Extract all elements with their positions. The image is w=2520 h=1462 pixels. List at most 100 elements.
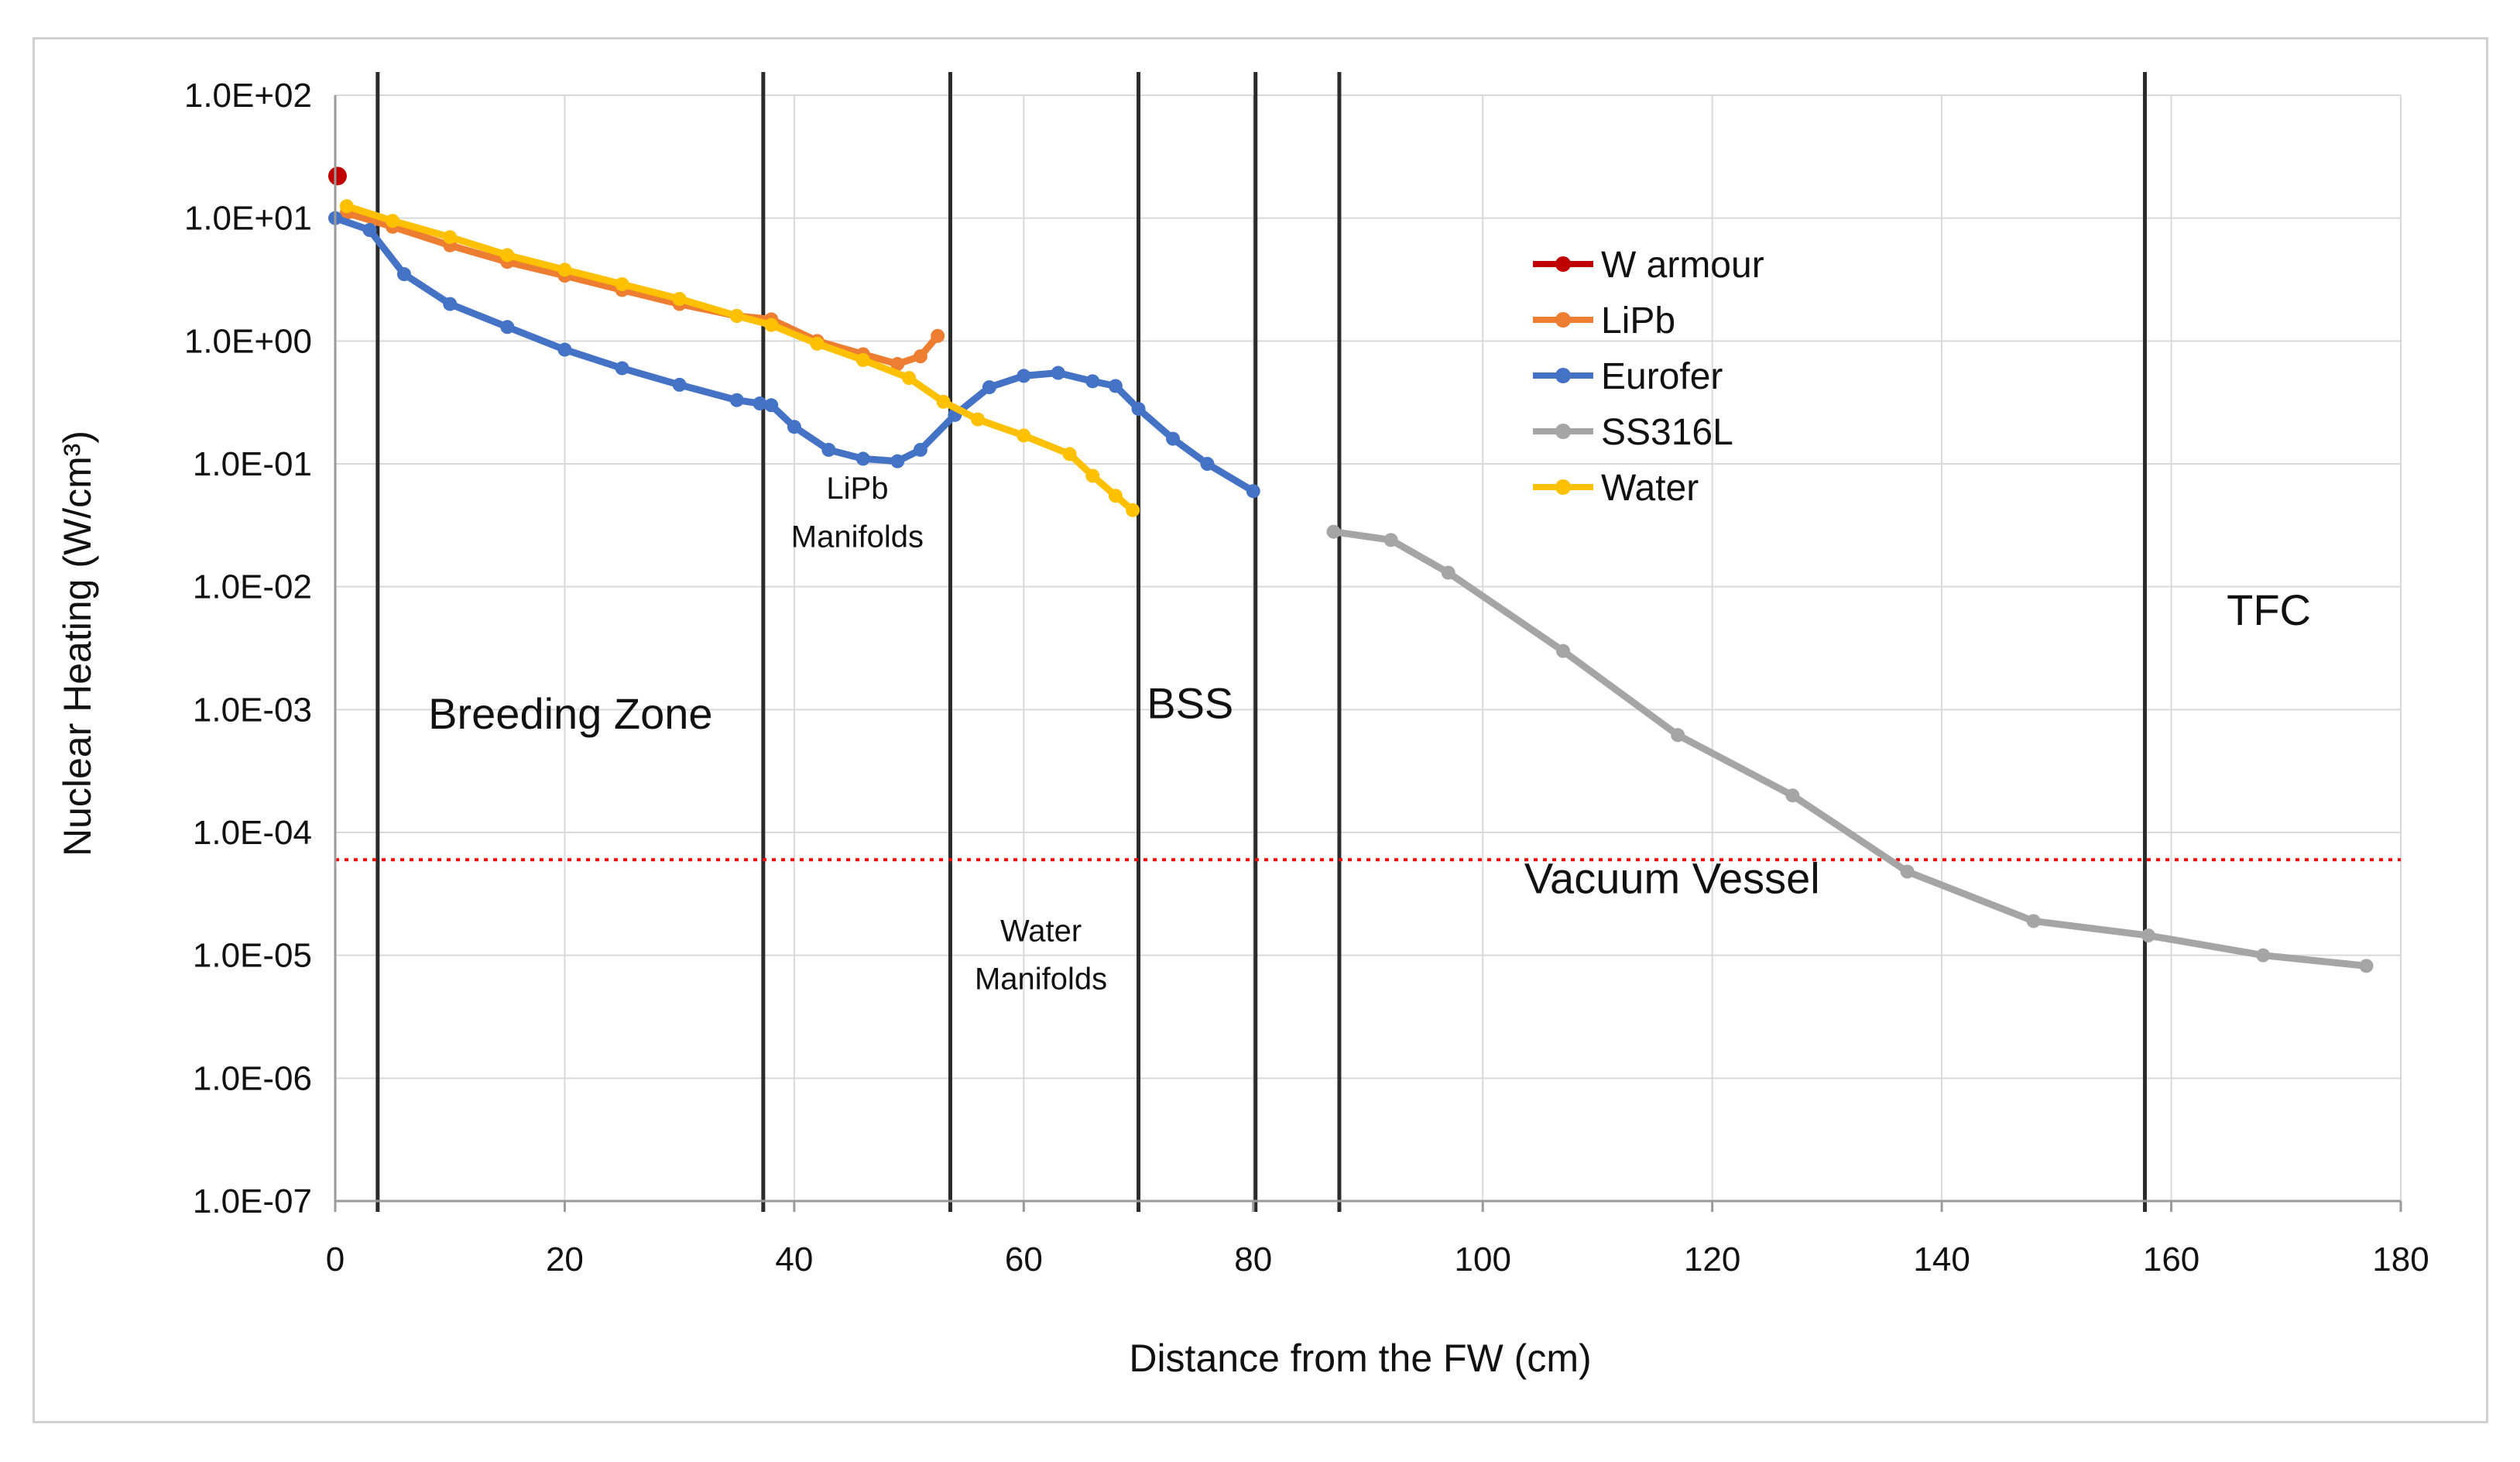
data-point-lipb bbox=[913, 349, 927, 364]
y-tick-label: 1.0E+02 bbox=[184, 77, 312, 115]
data-point-water bbox=[557, 263, 572, 277]
y-axis-title: Nuclear Heating (W/cm³) bbox=[56, 431, 99, 856]
data-point-eurofer bbox=[764, 398, 779, 413]
legend-label-ss316l: SS316L bbox=[1601, 412, 1733, 453]
region-label: LiPb bbox=[826, 472, 888, 506]
data-point-eurofer bbox=[1200, 457, 1215, 471]
data-point-water bbox=[1126, 503, 1140, 517]
data-point-eurofer bbox=[1108, 379, 1123, 393]
data-point-eurofer bbox=[1017, 369, 1031, 383]
legend-label-w-armour: W armour bbox=[1601, 245, 1764, 286]
nuclear-heating-chart: 1.0E+02 1.0E+01 1.0E+00 1.0E-01 1.0E-02 1.0E-… bbox=[56, 72, 2429, 1380]
data-point-water bbox=[936, 394, 951, 409]
y-tick-label: 1.0E-05 bbox=[193, 937, 312, 975]
data-point-eurofer bbox=[500, 320, 515, 335]
legend-label-water: Water bbox=[1601, 468, 1699, 509]
x-tick-label: 60 bbox=[1005, 1241, 1043, 1278]
legend-swatch-marker-lipb bbox=[1555, 312, 1571, 328]
data-point-lipb bbox=[931, 328, 945, 343]
data-point-water bbox=[615, 276, 629, 291]
legend-label-lipb: LiPb bbox=[1601, 300, 1675, 341]
data-point-ss316l bbox=[1555, 643, 1570, 658]
data-point-water bbox=[386, 214, 400, 228]
x-tick-label: 180 bbox=[2372, 1241, 2429, 1278]
region-label: Breeding Zone bbox=[428, 689, 712, 738]
data-point-eurofer bbox=[982, 380, 996, 395]
data-point-ss316l bbox=[1383, 533, 1398, 547]
series-w-armour bbox=[327, 166, 347, 186]
data-point-eurofer bbox=[787, 420, 801, 434]
data-point-eurofer bbox=[913, 442, 927, 457]
y-tick-label: 1.0E-02 bbox=[193, 568, 312, 606]
x-tick-label: 160 bbox=[2143, 1241, 2199, 1278]
grid bbox=[334, 94, 2402, 1202]
data-point-eurofer bbox=[396, 267, 411, 282]
data-point-eurofer bbox=[1051, 366, 1065, 380]
data-point-eurofer bbox=[362, 223, 377, 238]
region-label: BSS bbox=[1147, 679, 1233, 728]
data-point-eurofer bbox=[855, 451, 870, 466]
series-eurofer bbox=[328, 211, 1260, 499]
data-point-eurofer bbox=[557, 342, 572, 357]
y-tick-label: 1.0E-07 bbox=[193, 1182, 312, 1220]
legend-swatch-marker-ss316l bbox=[1555, 424, 1571, 439]
data-point-eurofer bbox=[443, 297, 458, 311]
x-tick-label: 20 bbox=[546, 1241, 584, 1278]
data-point-water bbox=[810, 336, 825, 351]
data-point-eurofer bbox=[753, 396, 767, 411]
data-point-ss316l bbox=[1441, 565, 1455, 580]
region-label: Manifolds bbox=[791, 520, 924, 554]
data-point-water bbox=[443, 230, 458, 245]
data-point-water bbox=[339, 199, 354, 214]
data-point-water bbox=[971, 412, 986, 427]
legend-swatch-marker-w-armour bbox=[1555, 256, 1571, 272]
series-layer bbox=[327, 166, 2374, 973]
legend-swatch-marker-eurofer bbox=[1555, 368, 1571, 383]
region-label: Manifolds bbox=[975, 962, 1107, 996]
x-tick-label: 40 bbox=[775, 1241, 813, 1278]
data-point-ss316l bbox=[1785, 788, 1800, 803]
y-tick-label: 1.0E+00 bbox=[184, 322, 312, 360]
y-tick-label: 1.0E-06 bbox=[193, 1059, 312, 1097]
data-point-eurofer bbox=[1131, 402, 1146, 417]
data-point-eurofer bbox=[672, 377, 687, 392]
x-tick-label: 80 bbox=[1234, 1241, 1272, 1278]
data-point-water bbox=[855, 352, 870, 367]
data-point-ss316l bbox=[2141, 928, 2155, 943]
data-point-eurofer bbox=[1085, 374, 1100, 389]
y-tick-label: 1.0E-01 bbox=[193, 445, 312, 483]
data-point-ss316l bbox=[2256, 948, 2271, 963]
legend: W armour LiPb Eurofer SS316L Water bbox=[1533, 245, 1764, 509]
series-ss316l bbox=[1326, 524, 2374, 973]
region-annotations: Breeding Zone LiPb Manifolds BSS Water Manifo… bbox=[428, 472, 2311, 996]
data-point-ss316l bbox=[1900, 864, 1915, 879]
data-point-eurofer bbox=[1246, 484, 1260, 499]
data-point-ss316l bbox=[2026, 914, 2041, 928]
data-point-water bbox=[902, 371, 917, 386]
data-point-eurofer bbox=[1166, 431, 1181, 446]
x-tick-label: 0 bbox=[326, 1241, 345, 1278]
data-point-eurofer bbox=[729, 393, 744, 407]
chart-frame: 1.0E+02 1.0E+01 1.0E+00 1.0E-01 1.0E-02 1.0E-… bbox=[33, 37, 2488, 1423]
legend-label-eurofer: Eurofer bbox=[1601, 356, 1723, 397]
series-water bbox=[339, 199, 1140, 517]
data-point-w-armour bbox=[327, 166, 347, 186]
data-point-ss316l bbox=[1326, 524, 1341, 539]
data-point-ss316l bbox=[2359, 959, 2374, 973]
data-point-water bbox=[1085, 468, 1100, 483]
series-line-ss316l bbox=[1330, 528, 2371, 970]
data-point-water bbox=[764, 317, 779, 332]
data-point-eurofer bbox=[890, 454, 905, 468]
axes: 1.0E+02 1.0E+01 1.0E+00 1.0E-01 1.0E-02 1.0E-… bbox=[184, 77, 2429, 1278]
x-tick-label: 100 bbox=[1455, 1241, 1511, 1278]
region-boundaries bbox=[375, 72, 2147, 1212]
data-point-lipb bbox=[890, 357, 905, 372]
data-point-water bbox=[1062, 447, 1077, 462]
x-tick-label: 140 bbox=[1913, 1241, 1970, 1278]
region-label: Vacuum Vessel bbox=[1524, 854, 1820, 903]
y-tick-label: 1.0E+01 bbox=[184, 200, 312, 238]
data-point-eurofer bbox=[615, 361, 629, 376]
data-point-water bbox=[1108, 489, 1123, 503]
y-tick-label: 1.0E-04 bbox=[193, 814, 312, 852]
data-point-eurofer bbox=[821, 442, 836, 457]
